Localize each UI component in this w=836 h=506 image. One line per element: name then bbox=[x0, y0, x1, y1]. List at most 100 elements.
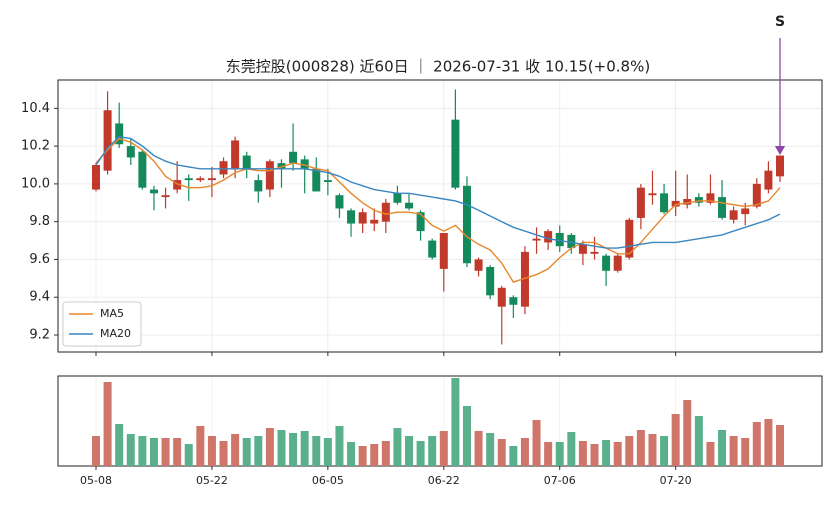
candle-body bbox=[462, 185, 471, 264]
volume-bar bbox=[381, 441, 390, 466]
candle-body bbox=[776, 155, 784, 177]
volume-bar bbox=[671, 414, 680, 466]
candle-body bbox=[381, 202, 390, 222]
candle-body bbox=[289, 151, 298, 164]
volume-bar bbox=[347, 442, 356, 466]
candle-body bbox=[613, 255, 622, 271]
volume-bar bbox=[555, 442, 564, 466]
candle-body bbox=[567, 234, 576, 249]
x-tick-label: 07-06 bbox=[544, 474, 576, 487]
annotation-label: S bbox=[775, 14, 785, 30]
volume-bar bbox=[636, 430, 645, 466]
volume-bar bbox=[729, 436, 738, 466]
volume-bar bbox=[428, 436, 437, 466]
y-tick-label: 10.0 bbox=[21, 176, 50, 191]
candle-body bbox=[149, 189, 158, 194]
y-tick-label: 9.2 bbox=[29, 328, 50, 343]
volume-bar bbox=[694, 416, 703, 466]
candle-body bbox=[636, 187, 645, 218]
volume-bar bbox=[509, 446, 518, 466]
candle-body bbox=[207, 178, 216, 181]
candle-body bbox=[439, 233, 448, 269]
candle-body bbox=[196, 178, 205, 181]
volume-bar bbox=[497, 439, 506, 466]
volume-bar bbox=[683, 400, 692, 466]
candle-body bbox=[358, 212, 367, 224]
volume-bar bbox=[451, 378, 460, 466]
volume-bar bbox=[660, 436, 669, 466]
candle-body bbox=[115, 123, 124, 145]
volume-bar bbox=[706, 442, 715, 466]
volume-bar bbox=[184, 444, 193, 466]
volume-bar bbox=[648, 434, 657, 466]
ma-line bbox=[95, 137, 781, 283]
volume-bar bbox=[219, 441, 228, 466]
volume-bar bbox=[625, 436, 634, 466]
candle-body bbox=[393, 193, 402, 203]
volume-bar bbox=[323, 438, 332, 466]
x-tick-label: 05-08 bbox=[80, 474, 112, 487]
legend-box bbox=[62, 301, 142, 347]
volume-bar bbox=[532, 420, 541, 466]
candle-body bbox=[660, 193, 669, 213]
candle-body bbox=[161, 195, 170, 198]
candle-body bbox=[300, 159, 309, 169]
volume-bar bbox=[718, 430, 727, 466]
volume-bar bbox=[196, 426, 205, 466]
ma-line bbox=[95, 135, 781, 249]
x-tick-label: 06-22 bbox=[428, 474, 460, 487]
candle-body bbox=[231, 140, 240, 169]
volume-bar bbox=[207, 436, 216, 466]
volume-bar bbox=[474, 431, 483, 466]
volume-bar bbox=[231, 434, 240, 466]
candle-body bbox=[323, 180, 332, 182]
volume-bar bbox=[613, 442, 622, 466]
candle-body bbox=[405, 202, 414, 209]
candle-body bbox=[683, 199, 692, 205]
volume-bar bbox=[590, 444, 599, 466]
candle-body bbox=[138, 151, 147, 188]
candle-body bbox=[764, 170, 773, 190]
volume-bar bbox=[103, 382, 112, 466]
candle-body bbox=[416, 212, 425, 232]
candle-body bbox=[370, 219, 379, 224]
candle-body bbox=[706, 193, 715, 203]
candle-body bbox=[92, 165, 100, 190]
volume-bar bbox=[265, 428, 274, 466]
candle-body bbox=[173, 180, 182, 190]
volume-bar bbox=[138, 436, 147, 466]
candle-body bbox=[555, 233, 564, 247]
y-tick-label: 9.4 bbox=[29, 290, 50, 305]
volume-bar bbox=[544, 442, 553, 466]
candle-body bbox=[578, 244, 587, 254]
volume-bar bbox=[405, 436, 414, 466]
volume-bar bbox=[92, 436, 100, 466]
chart-title: 东莞控股(000828) 近60日 ｜ 2026-07-31 收 10.15(+… bbox=[226, 58, 650, 76]
candle-body bbox=[671, 200, 680, 207]
candle-body bbox=[741, 208, 750, 215]
volume-bar bbox=[277, 430, 286, 466]
candle-body bbox=[184, 178, 193, 181]
candle-body bbox=[718, 197, 727, 218]
candle-body bbox=[242, 155, 251, 169]
candle-body bbox=[625, 219, 634, 258]
volume-bar bbox=[462, 406, 471, 466]
candle-body bbox=[265, 161, 274, 190]
volume-bar bbox=[149, 438, 158, 466]
x-tick-label: 06-05 bbox=[312, 474, 344, 487]
volume-bar bbox=[312, 436, 321, 466]
volume-bar bbox=[115, 424, 124, 466]
volume-bar bbox=[578, 441, 587, 466]
y-tick-label: 9.8 bbox=[29, 214, 50, 229]
legend-label: MA20 bbox=[100, 327, 131, 340]
x-tick-label: 05-22 bbox=[196, 474, 228, 487]
candle-body bbox=[347, 210, 356, 224]
candle-body bbox=[729, 210, 738, 220]
volume-bar bbox=[486, 433, 495, 466]
candle-body bbox=[752, 183, 761, 207]
y-tick-label: 10.2 bbox=[21, 139, 50, 154]
volume-bar bbox=[520, 438, 529, 466]
candle-body bbox=[312, 168, 321, 192]
legend-label: MA5 bbox=[100, 307, 124, 320]
